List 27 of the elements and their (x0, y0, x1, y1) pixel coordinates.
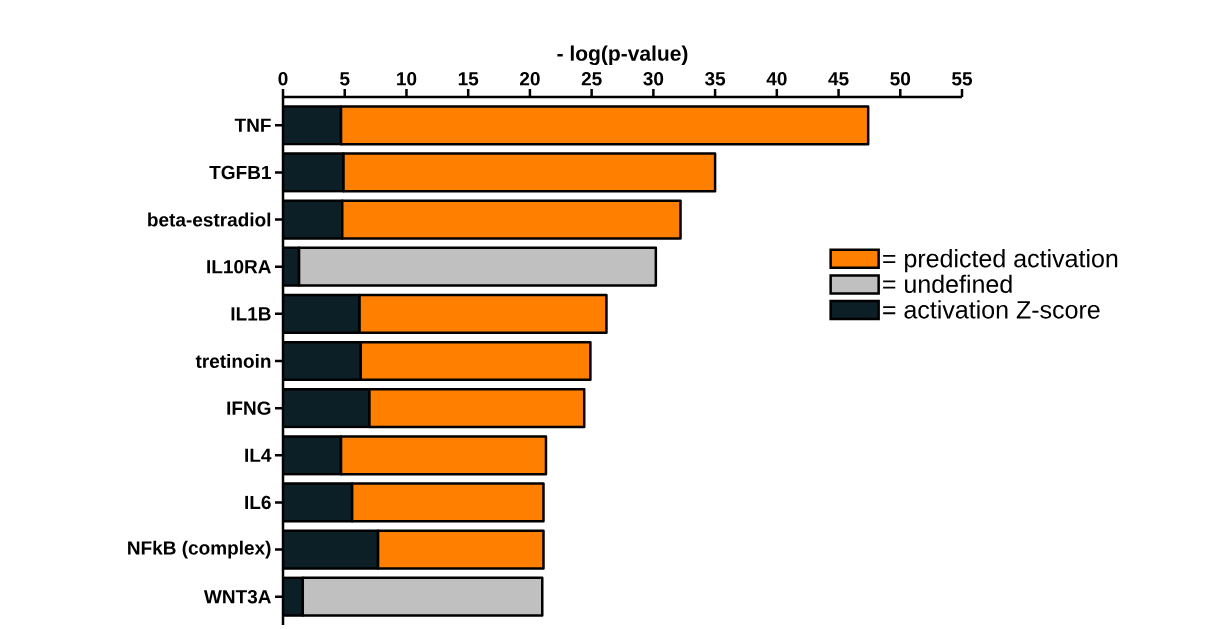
x-tick-label: 15 (458, 72, 479, 86)
y-tick-label: tretinoin (195, 354, 271, 368)
y-tick-label: TGFB1 (209, 165, 271, 180)
x-tick-label: 35 (704, 71, 726, 86)
x-axis-title: - log(p-value) (557, 45, 688, 66)
x-tick-label: 45 (828, 72, 849, 86)
x-tick-label: 10 (397, 72, 417, 86)
y-tick-label: beta-estradiol (148, 212, 271, 227)
y-tick-label: TNF (234, 118, 271, 132)
legend-label: = activation Z-score (883, 300, 1100, 319)
legend-label: = predicted activation (883, 249, 1118, 273)
y-tick-label: NFkB (complex) (128, 540, 271, 559)
x-tick-label: 30 (643, 71, 664, 86)
x-tick-label: 5 (340, 72, 350, 86)
y-tick-label: IL10RA (207, 259, 271, 274)
y-tick-label: IFNG (227, 401, 271, 415)
x-tick-label: 20 (520, 72, 540, 86)
y-tick-label: WNT3A (203, 589, 271, 604)
legend-label: = undefined (883, 274, 1012, 294)
x-tick-label: 0 (278, 72, 288, 86)
x-tick-label: 55 (952, 72, 973, 86)
y-tick-label: IL1B (231, 307, 271, 321)
x-tick-label: 25 (581, 72, 602, 86)
y-tick-label: IL6 (245, 495, 271, 510)
y-tick-label: IL4 (245, 448, 272, 462)
x-tick-label: 40 (766, 72, 787, 86)
x-tick-label: 50 (890, 72, 911, 86)
